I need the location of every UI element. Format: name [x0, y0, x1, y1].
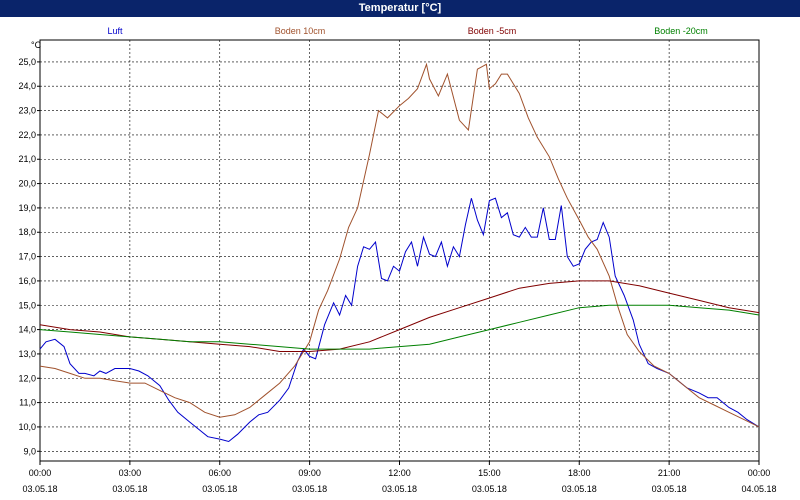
y-tick-label: 16,0	[18, 276, 36, 286]
legend-entry: Boden -5cm	[468, 26, 517, 36]
x-tick-date-label: 03.05.18	[382, 484, 417, 494]
x-tick-time-label: 12:00	[388, 468, 411, 478]
grid-lines	[39, 40, 760, 461]
series-line-boden-10cm	[39, 62, 760, 428]
x-tick-time-label: 09:00	[298, 468, 321, 478]
series-lines	[39, 62, 760, 443]
series-line-boden-20cm	[39, 304, 760, 350]
legend-entry: Boden -20cm	[654, 26, 708, 36]
x-tick-time-label: 21:00	[658, 468, 681, 478]
y-tick-label: 19,0	[18, 203, 36, 213]
x-tick-time-label: 00:00	[748, 468, 771, 478]
x-tick-time-label: 18:00	[568, 468, 591, 478]
x-tick-date-label: 03.05.18	[562, 484, 597, 494]
y-tick-label: 10,0	[18, 422, 36, 432]
x-tick-date-label: 03.05.18	[292, 484, 327, 494]
y-tick-label: 15,0	[18, 300, 36, 310]
x-tick-date-label: 03.05.18	[112, 484, 147, 494]
y-tick-label: 21,0	[18, 154, 36, 164]
x-tick-date-label: 03.05.18	[472, 484, 507, 494]
y-tick-label: 25,0	[18, 57, 36, 67]
y-tick-label: 17,0	[18, 252, 36, 262]
x-tick-date-label: 03.05.18	[22, 484, 57, 494]
x-tick-time-label: 15:00	[478, 468, 501, 478]
y-tick-label: 12,0	[18, 373, 36, 383]
x-tick-date-label: 03.05.18	[652, 484, 687, 494]
y-tick-label: 24,0	[18, 81, 36, 91]
y-tick-label: 11,0	[19, 398, 36, 408]
x-tick-time-label: 00:00	[29, 468, 52, 478]
y-axis-unit: °C	[31, 40, 42, 50]
y-tick-label: 9,0	[23, 446, 36, 456]
y-tick-label: 20,0	[18, 179, 36, 189]
legend-entry: Boden 10cm	[275, 26, 326, 36]
window-title: Temperatur [°C]	[0, 0, 800, 17]
x-tick-time-label: 06:00	[208, 468, 231, 478]
y-tick-label: 13,0	[18, 349, 36, 359]
legend: Luft Boden 10cm Boden -5cm Boden -20cm	[107, 26, 707, 36]
axis-ticks: 9,0 10,0 11,0 12,0 13,0 14,0 15,0 16,0 17,0 18,0 1…	[18, 57, 776, 494]
x-tick-date-label: 04.05.18	[741, 484, 776, 494]
x-tick-date-label: 03.05.18	[202, 484, 237, 494]
y-tick-label: 23,0	[18, 106, 36, 116]
legend-entry: Luft	[107, 26, 123, 36]
series-line-luft	[39, 197, 760, 443]
x-tick-time-label: 03:00	[119, 468, 142, 478]
y-tick-label: 22,0	[18, 130, 36, 140]
y-tick-label: 18,0	[18, 227, 36, 237]
y-tick-label: 14,0	[18, 325, 36, 335]
